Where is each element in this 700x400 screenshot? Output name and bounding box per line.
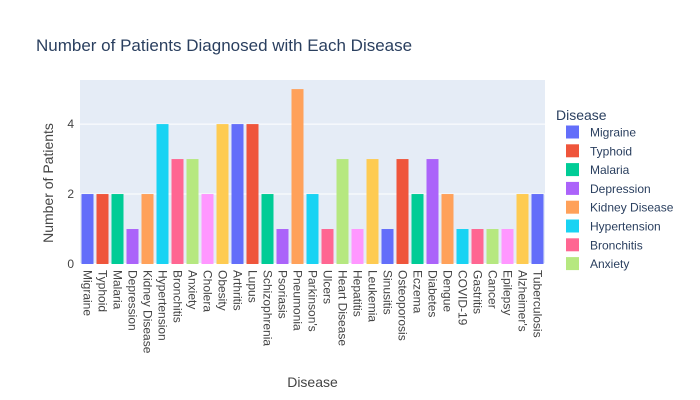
- bar[interactable]: [486, 229, 499, 264]
- legend[interactable]: Disease Migraine Typhoid Malaria Depression…: [556, 107, 674, 271]
- x-tick-label: Psoriasis: [276, 270, 290, 319]
- x-tick-label: Obesity: [216, 270, 230, 311]
- y-tick-label: 4: [67, 117, 74, 131]
- legend-item-label[interactable]: Anxiety: [590, 257, 629, 271]
- x-tick-label: Ulcers: [321, 270, 335, 304]
- bar[interactable]: [381, 229, 394, 264]
- legend-item-label[interactable]: Migraine: [590, 126, 636, 140]
- legend-swatch: [566, 181, 579, 195]
- x-tick-label: Kidney Disease: [141, 270, 155, 354]
- x-tick-label: Anxiety: [186, 270, 200, 309]
- legend-item-label[interactable]: Kidney Disease: [590, 201, 674, 215]
- bar[interactable]: [156, 124, 169, 264]
- bar[interactable]: [216, 124, 229, 264]
- x-tick-label: Lupus: [246, 270, 260, 303]
- x-tick-label: Schizophrenia: [261, 270, 275, 346]
- bar[interactable]: [366, 159, 379, 264]
- x-tick-label: Alzheimer's: [516, 270, 530, 332]
- x-tick-label: Eczema: [411, 270, 425, 314]
- x-tick-label: Malaria: [111, 270, 125, 310]
- x-tick-label: Gastritis: [471, 270, 485, 314]
- bar[interactable]: [246, 124, 259, 264]
- bar[interactable]: [291, 89, 304, 264]
- legend-swatch: [566, 125, 579, 139]
- bar[interactable]: [276, 229, 289, 264]
- x-tick-label: Cholera: [201, 270, 215, 312]
- bar[interactable]: [201, 194, 214, 264]
- legend-swatch: [566, 200, 579, 214]
- bar[interactable]: [321, 229, 334, 264]
- legend-item-label[interactable]: Depression: [590, 182, 651, 196]
- x-tick-label: COVID-19: [456, 270, 470, 326]
- bar[interactable]: [111, 194, 124, 264]
- legend-item-label[interactable]: Hypertension: [590, 220, 661, 234]
- x-axis-title: Disease: [287, 374, 338, 390]
- x-tick-label: Bronchitis: [171, 270, 185, 323]
- x-tick-label: Dengue: [441, 270, 455, 312]
- y-axis-title: Number of Patients: [40, 123, 56, 243]
- x-tick-label: Leukemia: [366, 270, 380, 322]
- x-tick-label: Sinusitis: [381, 270, 395, 315]
- bar[interactable]: [141, 194, 154, 264]
- x-tick-label: Heart Disease: [336, 270, 350, 346]
- bar[interactable]: [231, 124, 244, 264]
- x-tick-label: Tuberculosis: [531, 270, 545, 338]
- y-tick-label: 0: [67, 257, 74, 271]
- bar[interactable]: [126, 229, 139, 264]
- bar[interactable]: [441, 194, 454, 264]
- legend-swatch: [566, 219, 579, 233]
- x-tick-label: Hypertension: [156, 270, 170, 341]
- x-tick-label: Epilepsy: [501, 270, 515, 315]
- x-tick-label: Osteoporosis: [396, 270, 410, 341]
- legend-item-label[interactable]: Malaria: [590, 163, 630, 177]
- bar[interactable]: [171, 159, 184, 264]
- x-tick-label: Typhoid: [96, 270, 110, 312]
- legend-swatch: [566, 238, 579, 252]
- x-tick-label: Arthritis: [231, 270, 245, 311]
- bar[interactable]: [186, 159, 199, 264]
- bar[interactable]: [351, 229, 364, 264]
- bar[interactable]: [396, 159, 409, 264]
- x-tick-label: Diabetes: [426, 270, 440, 317]
- y-tick-label: 2: [67, 187, 74, 201]
- chart-title: Number of Patients Diagnosed with Each D…: [36, 36, 412, 55]
- bar[interactable]: [456, 229, 469, 264]
- x-tick-label: Hepatitis: [351, 270, 365, 317]
- bar[interactable]: [531, 194, 544, 264]
- x-tick-label: Parkinson's: [306, 270, 320, 332]
- bar[interactable]: [411, 194, 424, 264]
- legend-item-label[interactable]: Bronchitis: [590, 238, 643, 252]
- legend-swatch: [566, 257, 579, 271]
- bar[interactable]: [306, 194, 319, 264]
- bar[interactable]: [336, 159, 349, 264]
- x-tick-label: Migraine: [81, 270, 95, 316]
- legend-item-label[interactable]: Typhoid: [590, 144, 632, 158]
- legend-swatch: [566, 163, 579, 177]
- bar[interactable]: [96, 194, 109, 264]
- x-tick-label: Cancer: [486, 270, 500, 309]
- legend-swatch: [566, 144, 579, 158]
- bar[interactable]: [516, 194, 529, 264]
- bar[interactable]: [501, 229, 514, 264]
- x-tick-label: Depression: [126, 270, 140, 331]
- x-tick-label: Pneumonia: [291, 270, 305, 331]
- bar[interactable]: [471, 229, 484, 264]
- bar[interactable]: [81, 194, 94, 264]
- bar[interactable]: [261, 194, 274, 264]
- bar[interactable]: [426, 159, 439, 264]
- legend-title: Disease: [556, 107, 607, 123]
